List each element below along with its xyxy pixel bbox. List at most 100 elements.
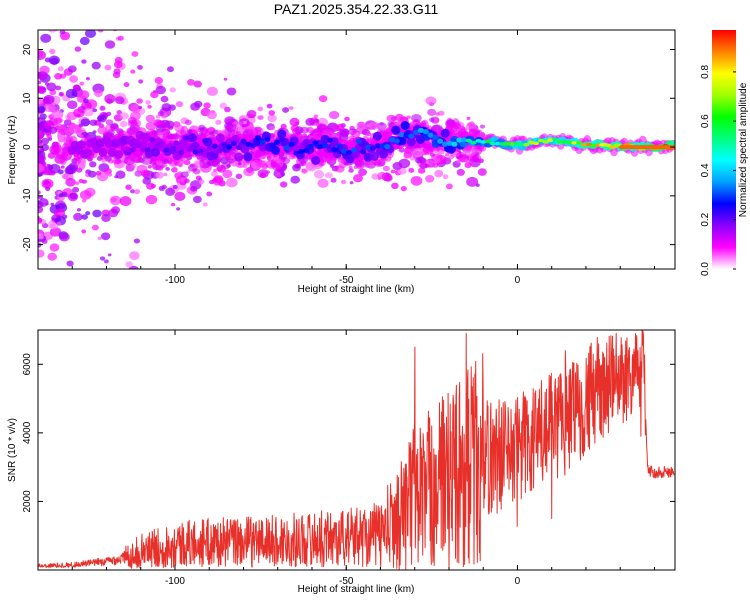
spectrogram-noise-blob xyxy=(99,105,106,111)
snr-y-ticks: 2000 4000 6000 xyxy=(22,353,675,513)
spectrogram-noise-blob xyxy=(137,65,143,70)
spectrogram-ridge-mid xyxy=(141,132,151,142)
spectrogram-noise-blob xyxy=(138,105,143,110)
spectrogram-ridge-core xyxy=(125,146,132,153)
spectrogram-ridge-mid xyxy=(77,140,86,150)
spectrogram-noise-blob xyxy=(382,165,390,172)
spectrogram-noise-blob xyxy=(49,48,56,55)
spectrogram-noise-blob xyxy=(81,199,87,203)
chart-title: PAZ1.2025.354.22.33.G11 xyxy=(274,1,439,17)
spectrogram-noise-blob xyxy=(145,194,158,205)
spectrogram-noise-blob xyxy=(180,156,186,161)
spectrogram-noise-blob xyxy=(147,105,152,109)
spectrogram-noise-blob xyxy=(81,229,87,234)
spectrogram-noise-blob xyxy=(317,178,329,188)
spectrogram-ridge-core xyxy=(456,137,463,143)
spectrogram-noise-blob xyxy=(145,122,157,131)
snr-plot-area xyxy=(38,330,675,570)
spectrogram-noise-blob xyxy=(167,66,174,73)
spectrogram-noise-blob xyxy=(142,177,151,185)
spectrogram-noise-blob xyxy=(157,111,165,117)
spectrogram-noise-blob xyxy=(437,110,445,116)
spectrogram-noise-blob xyxy=(226,87,237,96)
spectrogram-noise-blob xyxy=(464,162,472,169)
spectrogram-noise-blob xyxy=(79,36,90,46)
spectrogram-noise-blob xyxy=(192,168,201,175)
spectrogram-ridge-mid xyxy=(114,150,123,159)
spectrogram-noise-blob xyxy=(134,189,141,195)
spectrogram-noise-blob xyxy=(81,214,88,220)
spectrogram-noise-blob xyxy=(305,117,315,126)
spectrogram-noise-blob xyxy=(313,118,319,123)
spectrogram-noise-blob xyxy=(109,195,122,206)
spectrogram-noise-blob xyxy=(301,168,309,174)
spectrogram-noise-blob xyxy=(80,118,91,127)
spectrogram-ridge-core xyxy=(274,139,280,145)
spectrogram-ridge-core xyxy=(216,148,223,154)
colorbar-tick-label: 0.8 xyxy=(700,65,711,79)
spectrogram-noise-blob xyxy=(72,186,80,193)
spectrogram-noise-blob xyxy=(334,124,340,129)
colorbar-tick-label: 0.2 xyxy=(700,212,711,226)
spectrogram-ridge-core xyxy=(326,137,333,143)
spectrogram-noise-blob xyxy=(280,123,287,129)
spectrogram-noise-blob xyxy=(466,176,479,187)
snr-x-label: Height of straight line (km) xyxy=(298,584,415,595)
spectrogram-noise-blob xyxy=(147,164,152,169)
spectrogram-ridge-mid xyxy=(311,156,321,165)
spectrogram-noise-blob xyxy=(390,169,396,174)
spectrogram-noise-blob xyxy=(61,191,68,197)
spectrogram-noise-blob xyxy=(92,108,98,113)
spectrogram-noise-blob xyxy=(178,164,183,168)
spectrogram-ridge-core xyxy=(513,141,520,146)
spectrogram-noise-blob xyxy=(69,75,78,83)
spectrogram-noise-blob xyxy=(44,57,51,63)
spectrogram-noise-blob xyxy=(280,181,288,188)
colorbar-tick-label: 0.0 xyxy=(700,262,711,276)
spectrogram-noise-blob xyxy=(85,77,90,81)
spectrogram-ridge-mid xyxy=(406,137,416,147)
spectrogram-noise-blob xyxy=(184,119,192,126)
spectrogram-noise-blob xyxy=(202,202,208,207)
spectrogram-noise-blob xyxy=(161,184,167,190)
spectrogram-ridge-mid xyxy=(372,131,382,141)
spectrogram-noise-blob xyxy=(429,117,435,123)
spectrogram-noise-blob xyxy=(467,122,473,127)
spectrogram-ridge-core xyxy=(365,144,372,150)
spectrogram-noise-blob xyxy=(78,178,84,184)
spectrogram-noise-blob xyxy=(328,111,340,119)
spectrogram-noise-blob xyxy=(365,131,372,137)
spectrogram-noise-blob xyxy=(206,191,213,197)
spectrogram-noise-blob xyxy=(97,30,104,33)
spectrogram-noise-blob xyxy=(115,96,125,105)
spectrogram-ridge-core xyxy=(211,143,218,149)
spectrogram-ridge-halo xyxy=(451,118,460,133)
snr-y-tick-label: 2000 xyxy=(22,490,33,513)
spectrogram-ridge-core xyxy=(561,140,568,144)
spectrogram-noise-blob xyxy=(38,135,42,140)
spectrogram-noise-blob xyxy=(110,122,119,130)
spectrogram-ridge-mid xyxy=(369,151,379,161)
spectrogram-ridge-core xyxy=(494,141,501,146)
spectrogram-noise-blob xyxy=(275,172,282,178)
spectrogram-noise-blob xyxy=(340,130,349,138)
spectrogram-noise-blob xyxy=(175,101,184,108)
spectrogram-noise-blob xyxy=(112,71,121,79)
spectrogram-noise-blob xyxy=(127,119,138,127)
spectrogram-ridge-mid xyxy=(440,128,450,138)
spectrogram-y-ticks: 20 10 0 -10 -20 xyxy=(22,44,675,252)
spectrogram-noise-blob xyxy=(73,212,83,221)
spectrogram-noise-blob xyxy=(165,187,176,196)
spectrogram-noise-blob xyxy=(257,115,264,120)
spectrogram-noise-blob xyxy=(92,209,102,218)
spectrogram-noise-blob xyxy=(43,180,50,185)
spectrogram-noise-blob xyxy=(65,177,76,187)
spectrogram-noise-blob xyxy=(131,51,139,57)
spectrogram-ridge-core xyxy=(542,140,549,144)
spectrogram-ridge-core xyxy=(192,149,199,155)
spectrogram-noise-blob xyxy=(400,186,407,192)
spectrogram-noise-blob xyxy=(48,275,58,283)
spectrogram-noise-blob xyxy=(67,17,72,21)
spectrogram-noise-blob xyxy=(38,233,44,240)
spectrogram-noise-blob xyxy=(104,259,109,264)
